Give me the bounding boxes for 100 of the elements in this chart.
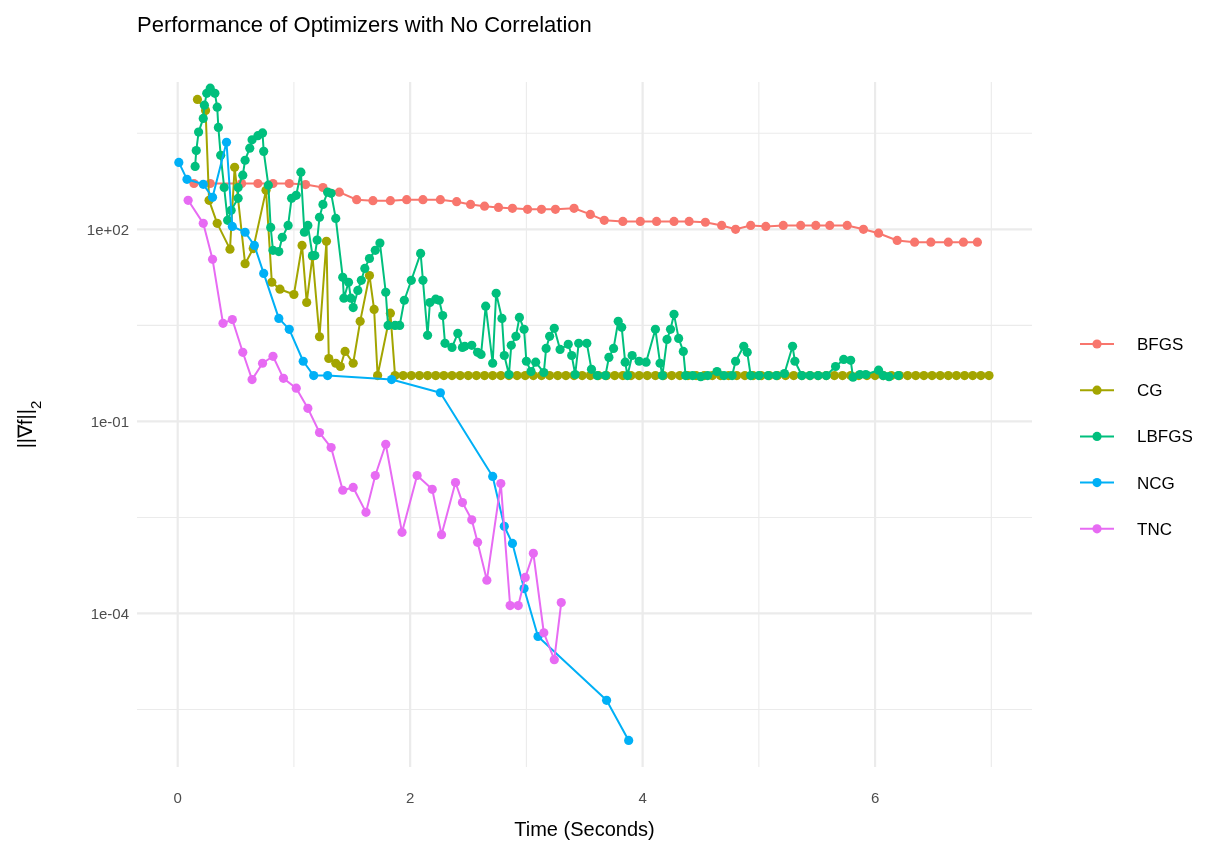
point <box>435 195 445 205</box>
point <box>182 174 192 184</box>
point <box>291 383 301 393</box>
point <box>386 374 397 385</box>
point <box>361 507 371 517</box>
point <box>472 537 483 547</box>
point <box>479 201 490 211</box>
point <box>334 187 344 197</box>
chart-title: Performance of Optimizers with No Correlation <box>137 12 592 37</box>
point <box>198 218 208 228</box>
point <box>731 224 741 234</box>
point <box>218 318 228 328</box>
point <box>618 216 628 226</box>
point <box>892 235 902 246</box>
point <box>505 600 515 611</box>
y-tick-label: 1e-04 <box>90 604 129 622</box>
point <box>539 628 549 638</box>
point <box>309 370 319 381</box>
point <box>221 137 232 147</box>
point <box>522 204 533 214</box>
point <box>298 356 308 366</box>
point <box>910 237 920 247</box>
point <box>635 216 645 226</box>
point <box>778 220 788 231</box>
point <box>207 192 218 202</box>
x-tick-label: 2 <box>405 789 415 806</box>
legend-label: BFGS <box>1137 334 1184 354</box>
point <box>811 220 821 231</box>
point <box>825 220 835 231</box>
point <box>796 220 806 231</box>
point <box>238 347 248 357</box>
point <box>352 195 362 205</box>
point <box>418 195 428 205</box>
point <box>482 575 492 585</box>
point <box>520 572 530 583</box>
point <box>436 530 447 540</box>
point <box>496 478 506 489</box>
point <box>842 220 852 231</box>
x-tick-label: 6 <box>870 789 880 806</box>
point <box>247 374 257 385</box>
point <box>717 220 727 231</box>
point <box>240 227 250 237</box>
point <box>402 195 412 205</box>
point <box>370 470 380 481</box>
point <box>174 157 184 167</box>
x-tick-label: 4 <box>638 789 647 806</box>
point <box>761 221 771 232</box>
point <box>507 203 518 213</box>
x-axis-title: Time (Seconds) <box>514 818 655 840</box>
point <box>958 237 969 247</box>
point <box>257 358 268 368</box>
point <box>452 197 462 207</box>
x-tick-label: 0 <box>173 789 182 806</box>
point <box>348 482 358 493</box>
point <box>536 204 547 214</box>
point <box>549 655 559 665</box>
point <box>465 199 476 210</box>
point <box>450 477 461 488</box>
point <box>601 695 612 705</box>
point <box>227 314 237 325</box>
point <box>326 442 336 453</box>
y-tick-label: 1e-01 <box>90 412 129 430</box>
point <box>556 597 566 608</box>
point <box>274 313 284 324</box>
y-tick-label: 1e+02 <box>86 220 129 238</box>
point <box>926 237 936 247</box>
point <box>488 471 498 482</box>
point <box>227 221 237 232</box>
point <box>457 497 468 508</box>
point <box>207 254 218 264</box>
point <box>249 240 259 251</box>
point <box>624 735 634 746</box>
point <box>550 204 561 214</box>
legend-label: LBFGS <box>1137 427 1193 447</box>
point <box>284 324 294 334</box>
point <box>700 217 710 227</box>
point <box>873 228 884 238</box>
point <box>669 216 679 226</box>
point <box>684 216 694 226</box>
point <box>303 403 313 413</box>
point <box>513 600 523 611</box>
point <box>385 196 395 206</box>
point <box>278 373 289 383</box>
legend-label: NCG <box>1137 473 1175 493</box>
point <box>381 439 391 449</box>
legend-label: CG <box>1137 381 1163 401</box>
point <box>972 237 982 247</box>
point <box>943 237 953 247</box>
point <box>284 178 294 189</box>
point <box>493 202 504 212</box>
point <box>507 538 518 549</box>
point <box>397 527 407 537</box>
point <box>599 215 609 225</box>
point <box>858 224 869 234</box>
point <box>528 548 538 558</box>
point <box>323 370 333 381</box>
point <box>651 216 662 226</box>
point <box>569 203 579 213</box>
point <box>268 351 278 361</box>
point <box>253 178 263 189</box>
